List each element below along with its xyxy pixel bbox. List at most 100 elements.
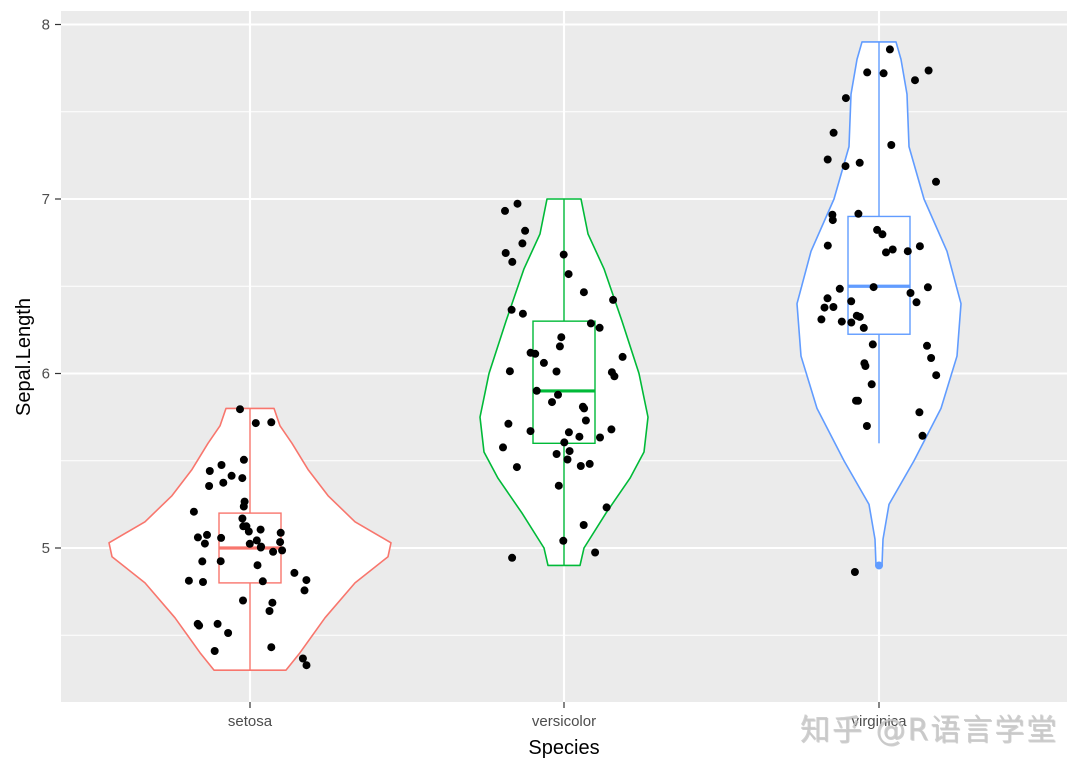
data-point — [539, 358, 548, 367]
data-point — [199, 578, 207, 586]
data-point — [501, 206, 509, 215]
data-point — [873, 225, 882, 234]
data-point — [224, 629, 233, 637]
data-point — [203, 530, 211, 539]
data-point — [217, 461, 226, 469]
data-point — [269, 547, 278, 556]
data-point — [576, 462, 585, 470]
y-axis-ticks: 5 6 7 8 — [42, 17, 61, 557]
data-point — [835, 284, 844, 293]
data-point — [251, 419, 260, 428]
data-point — [189, 507, 198, 516]
data-point — [216, 557, 225, 566]
data-point — [607, 368, 616, 377]
data-point — [607, 425, 616, 434]
data-point — [256, 543, 265, 552]
data-point — [923, 283, 932, 292]
data-point — [501, 249, 510, 257]
data-point — [300, 586, 309, 595]
data-point — [213, 619, 222, 628]
data-point — [238, 514, 247, 523]
data-point — [912, 298, 921, 307]
data-point — [581, 416, 590, 425]
jitter-points — [184, 45, 941, 670]
data-point — [205, 467, 214, 475]
data-point — [820, 303, 829, 312]
outlier-point — [875, 561, 883, 570]
data-point — [564, 428, 573, 437]
data-point — [276, 528, 285, 537]
data-point — [554, 481, 563, 490]
data-point — [560, 438, 569, 447]
data-point — [817, 315, 826, 324]
data-point — [278, 546, 287, 555]
data-point — [238, 474, 247, 483]
data-point — [256, 525, 265, 534]
data-point — [854, 209, 863, 218]
data-point — [198, 557, 207, 566]
data-point — [557, 333, 566, 342]
data-point — [609, 295, 618, 304]
data-point — [548, 398, 556, 407]
data-point — [850, 568, 859, 576]
data-point — [829, 128, 838, 137]
data-point — [219, 478, 228, 487]
data-point — [552, 450, 561, 458]
data-point — [298, 654, 307, 663]
data-point — [852, 311, 861, 320]
data-point — [276, 538, 285, 547]
data-point — [559, 536, 568, 545]
data-point — [855, 158, 864, 167]
data-point — [526, 427, 535, 436]
data-point — [193, 533, 202, 542]
x-tick-label: setosa — [228, 713, 273, 730]
x-tick-label: virginica — [851, 713, 907, 730]
boxplot-virginica — [847, 41, 911, 570]
data-point — [888, 245, 897, 254]
data-point — [564, 270, 573, 279]
data-point — [829, 303, 838, 311]
y-tick-label: 6 — [42, 366, 50, 383]
data-point — [267, 418, 276, 427]
data-point — [878, 230, 887, 239]
data-point — [578, 402, 587, 411]
data-point — [508, 553, 517, 562]
data-point — [591, 548, 600, 557]
data-point — [512, 463, 521, 472]
y-tick-label: 8 — [42, 17, 50, 34]
data-point — [596, 433, 604, 442]
data-point — [932, 371, 941, 380]
data-point — [236, 405, 244, 414]
data-point — [882, 248, 890, 257]
violin-setosa — [108, 407, 392, 671]
data-point — [923, 341, 931, 350]
data-point — [586, 319, 595, 328]
data-point — [841, 162, 850, 171]
data-point — [508, 257, 517, 266]
data-point — [531, 349, 540, 358]
data-point — [554, 390, 562, 399]
x-axis-title: Species — [528, 737, 599, 759]
data-point — [841, 94, 850, 103]
data-point — [195, 621, 204, 630]
data-point — [828, 210, 837, 219]
data-point — [563, 455, 572, 464]
data-point — [847, 297, 856, 306]
data-point — [217, 533, 226, 542]
data-point — [869, 283, 878, 292]
data-point — [210, 647, 219, 655]
data-point — [863, 68, 872, 77]
data-point — [879, 69, 888, 78]
boxplots — [218, 41, 911, 671]
data-point — [860, 359, 869, 368]
data-point — [837, 317, 846, 326]
data-point — [579, 521, 588, 529]
data-point — [885, 45, 894, 54]
data-point — [505, 367, 514, 376]
data-point — [932, 177, 940, 186]
data-point — [253, 561, 262, 570]
x-tick-label: versicolor — [532, 713, 596, 730]
data-point — [579, 288, 588, 297]
data-point — [823, 241, 832, 250]
data-point — [239, 455, 248, 464]
